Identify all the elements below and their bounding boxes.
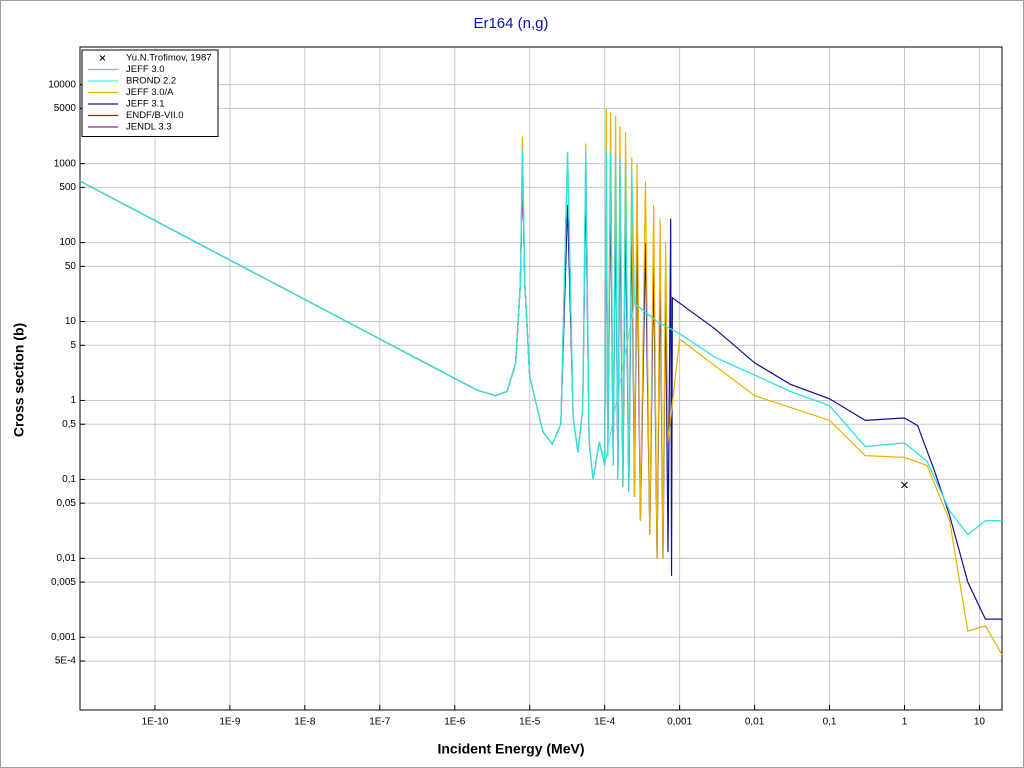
- y-tick-label: 100: [59, 237, 76, 248]
- plot-frame: [79, 46, 1003, 711]
- y-axis-label: Cross section (b): [11, 323, 27, 437]
- x-tick-label: 1E-9: [219, 717, 241, 728]
- x-tick-label: 1E-10: [142, 717, 169, 728]
- chart-title: Er164 (n,g): [473, 15, 548, 32]
- legend-label: JEFF 3.1: [126, 99, 165, 110]
- x-tick-label: 1E-4: [594, 717, 616, 728]
- legend-label: Yu.N.Trofimov, 1987: [126, 53, 212, 64]
- legend-label: BROND 2.2: [126, 76, 176, 87]
- legend-label: JEFF 3.0/A: [126, 87, 174, 98]
- legend-label: JEFF 3.0: [126, 64, 165, 75]
- y-tick-label: 10000: [48, 79, 76, 90]
- x-tick-label: 1E-6: [444, 717, 466, 728]
- x-tick-label: 1E-7: [369, 717, 391, 728]
- x-tick-label: 1E-5: [519, 717, 541, 728]
- y-tick-label: 5000: [54, 103, 77, 114]
- y-tick-label: 10: [65, 316, 77, 327]
- x-tick-label: 1: [902, 717, 908, 728]
- y-tick-label: 5E-4: [55, 656, 77, 667]
- y-tick-label: 50: [65, 261, 77, 272]
- x-tick-label: 10: [974, 717, 986, 728]
- y-tick-label: 0,1: [62, 474, 76, 485]
- y-tick-label: 0,05: [57, 498, 77, 509]
- legend-box: [81, 49, 219, 137]
- y-tick-label: 500: [59, 182, 76, 193]
- y-tick-label: 5: [70, 340, 76, 351]
- data-point: [901, 481, 908, 489]
- y-tick-label: 1000: [54, 158, 77, 169]
- x-tick-label: 0,01: [745, 717, 765, 728]
- legend-label: ENDF/B-VII.0: [126, 110, 184, 121]
- y-tick-label: 0,001: [51, 632, 76, 643]
- plot-area: [79, 108, 1003, 656]
- y-tick-label: 1: [70, 395, 76, 406]
- x-axis-label: Incident Energy (MeV): [437, 741, 584, 757]
- grid: 1E-10 1E-9 1E-8 1E-7 1E-6 1E-5 1E-4 0,001 0,01 0,…: [48, 46, 1003, 728]
- x-tick-label: 0,001: [667, 717, 692, 728]
- x-tick-label: 0,1: [823, 717, 837, 728]
- legend-label: JENDL 3.3: [126, 122, 172, 133]
- y-tick-label: 0,01: [57, 553, 77, 564]
- series-line: [79, 149, 1002, 536]
- y-tick-label: 0,005: [51, 577, 76, 588]
- y-tick-label: 0,5: [62, 419, 76, 430]
- legend-marker: [99, 55, 106, 61]
- x-tick-label: 1E-8: [294, 717, 316, 728]
